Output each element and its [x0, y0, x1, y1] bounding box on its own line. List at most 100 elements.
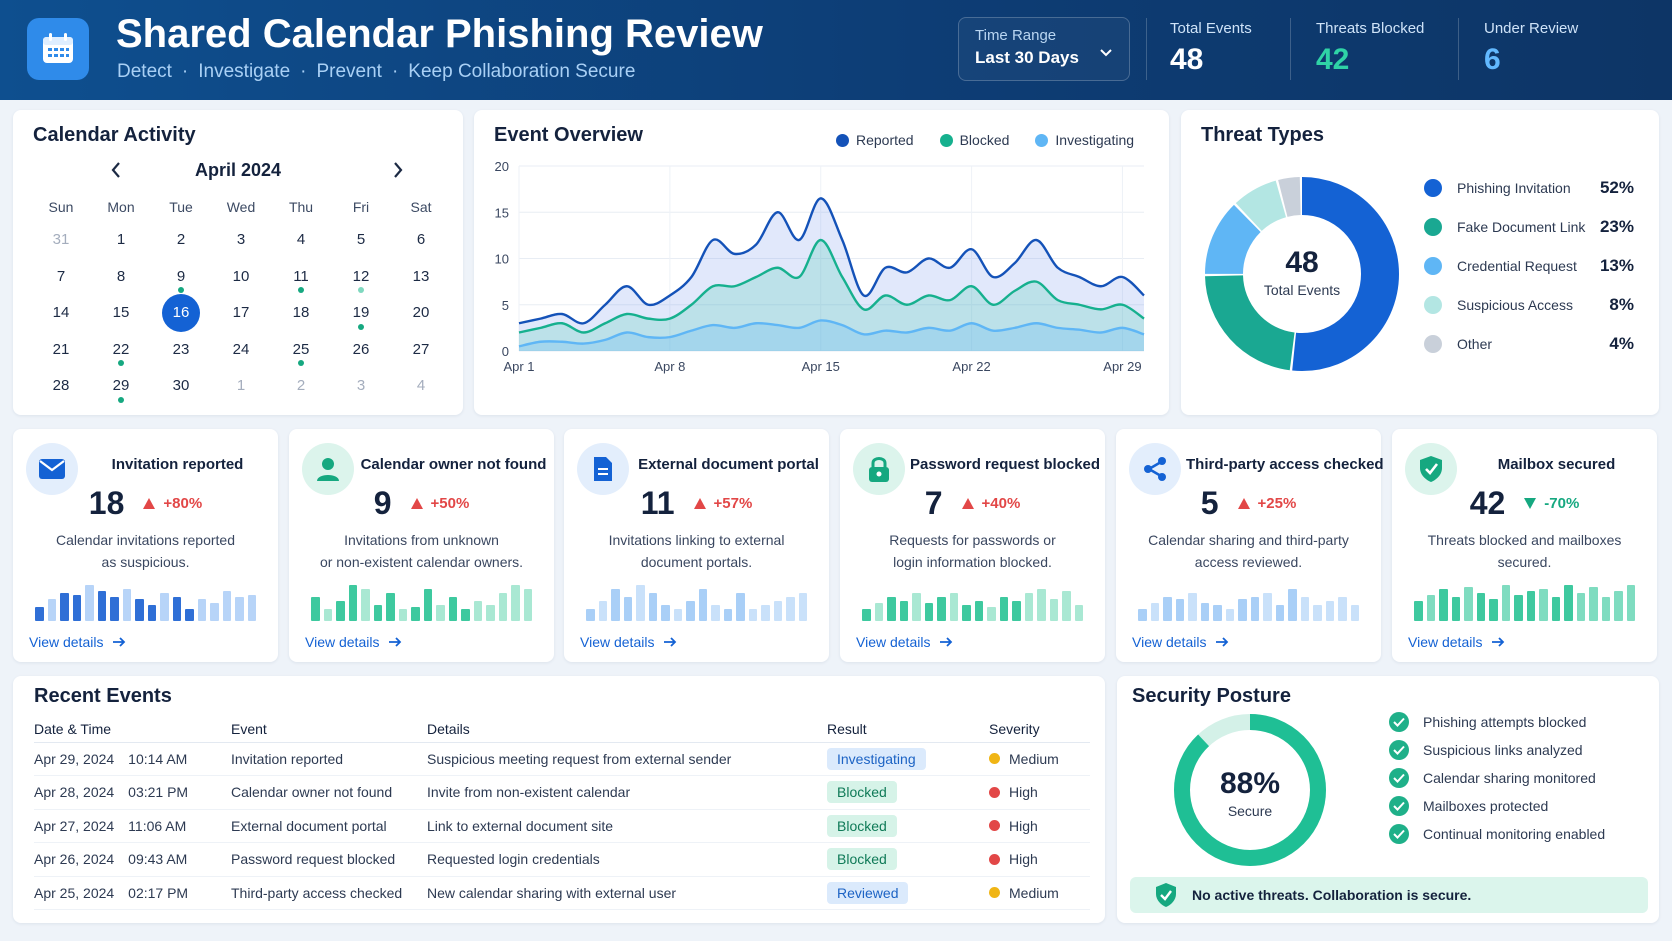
calendar-day[interactable]: 2	[151, 222, 211, 259]
series-line-blocked	[518, 238, 1145, 334]
col-result[interactable]: Result	[827, 716, 989, 743]
posture-check-label: Continual monitoring enabled	[1423, 826, 1606, 842]
calendar-day[interactable]: 17	[211, 295, 271, 332]
threat-type-percent: 23%	[1599, 217, 1634, 236]
calendar-day[interactable]: 29	[91, 368, 151, 405]
view-details-link[interactable]: View details	[305, 634, 402, 650]
calendar-day[interactable]: 3	[211, 222, 271, 259]
metric-card-sparkbars	[862, 581, 1083, 621]
calendar-day[interactable]: 31	[31, 222, 91, 259]
share-icon	[1129, 443, 1181, 495]
calendar-day[interactable]: 21	[31, 332, 91, 369]
calendar-day-number: 3	[236, 231, 246, 248]
calendar-day[interactable]: 13	[391, 259, 451, 296]
donut-center: 48 Total Events	[1252, 246, 1352, 298]
col-event[interactable]: Event	[231, 716, 427, 743]
view-details-link[interactable]: View details	[29, 634, 126, 650]
calendar-panel: Calendar Activity April 2024 Sun Mon Tue We…	[13, 110, 463, 415]
spark-bar	[1564, 585, 1573, 621]
legend-item: Blocked	[939, 132, 1009, 148]
calendar-day[interactable]: 26	[331, 332, 391, 369]
cell-event: Calendar owner not found	[231, 775, 427, 810]
trend-up-icon	[1237, 498, 1250, 509]
calendar-day[interactable]: 23	[151, 332, 211, 369]
view-details-label: View details	[1132, 634, 1207, 650]
spark-bar	[1476, 593, 1485, 621]
table-row[interactable]: Apr 27, 2024 11:06 AM External document po…	[34, 809, 1090, 843]
calendar-day[interactable]: 25	[271, 332, 331, 369]
table-row[interactable]: Apr 26, 2024 09:43 AM Password request blo…	[34, 842, 1090, 877]
calendar-day[interactable]: 6	[391, 222, 451, 259]
view-details-link[interactable]: View details	[856, 634, 953, 650]
donut-slice[interactable]	[1205, 177, 1399, 371]
calendar-day[interactable]: 5	[331, 222, 391, 259]
calendar-day-number: 24	[232, 340, 250, 358]
calendar-day[interactable]: 20	[391, 295, 451, 332]
spark-bar	[1325, 601, 1334, 621]
calendar-day[interactable]: 24	[211, 332, 271, 369]
severity-label: High	[1009, 784, 1038, 800]
result-badge: Reviewed	[827, 881, 909, 904]
view-details-link[interactable]: View details	[1408, 634, 1505, 650]
calendar-day-today[interactable]: 16	[151, 294, 211, 332]
view-details-link[interactable]: View details	[1132, 634, 1229, 650]
col-severity[interactable]: Severity	[989, 716, 1090, 743]
severity-label: High	[1009, 817, 1038, 834]
calendar-day[interactable]: 1	[211, 368, 271, 405]
time-range-select[interactable]: Time Range Last 30 Days	[958, 17, 1130, 81]
metric-card-desc-line: or non-existent calendar owners.	[319, 554, 524, 570]
calendar-day[interactable]: 12	[331, 259, 391, 296]
calendar-day[interactable]: 4	[391, 368, 451, 405]
kpi-under-review: Under Review 6	[1484, 20, 1578, 77]
calendar-day[interactable]: 2	[271, 368, 331, 405]
calendar-day[interactable]: 18	[271, 295, 331, 332]
next-month-button[interactable]	[391, 160, 405, 186]
spark-bar	[1414, 601, 1423, 621]
calendar-day[interactable]: 4	[271, 222, 331, 259]
kpi-value: 42	[1316, 43, 1350, 76]
col-date-time[interactable]: Date & Time	[34, 716, 231, 743]
cell-result: Blocked	[827, 775, 989, 810]
calendar-day[interactable]: 7	[31, 259, 91, 296]
calendar-day[interactable]: 9	[151, 259, 211, 296]
calendar-day[interactable]: 3	[331, 368, 391, 405]
calendar-day-number: 2	[176, 231, 186, 248]
calendar-day-number: 8	[116, 267, 126, 285]
calendar-day[interactable]: 15	[91, 295, 151, 332]
calendar-day[interactable]: 11	[271, 259, 331, 296]
view-details-link[interactable]: View details	[580, 634, 677, 650]
event-time: 09:43 AM	[128, 851, 188, 868]
table-row[interactable]: Apr 29, 2024 10:14 AM Invitation reported S…	[34, 742, 1090, 776]
prev-month-button[interactable]	[109, 160, 123, 186]
area-fill-blocked	[519, 240, 1144, 351]
calendar-day[interactable]: 8	[91, 259, 151, 296]
calendar-day[interactable]: 22	[91, 332, 151, 369]
severity-indicator: Medium	[989, 885, 1059, 901]
calendar-day[interactable]: 28	[31, 368, 91, 405]
table-row[interactable]: Apr 28, 2024 03:21 PM Calendar owner not f…	[34, 775, 1090, 810]
calendar-day-number: 25	[292, 340, 310, 358]
spark-bar	[311, 597, 320, 621]
cell-details: Link to external document site	[427, 809, 827, 843]
metric-card-title: Invitation reported	[111, 456, 244, 473]
calendar-day[interactable]: 27	[391, 332, 451, 369]
spark-bar	[987, 607, 996, 621]
shield-check-icon	[1405, 443, 1457, 495]
metric-card-title: Third-party access checked	[1186, 456, 1384, 473]
arrow-right-icon	[664, 637, 677, 647]
security-posture-title: Security Posture	[1132, 685, 1291, 707]
table-row[interactable]: Apr 25, 2024 02:17 PM Third-party access c…	[34, 876, 1090, 910]
calendar-day[interactable]: 1	[91, 222, 151, 259]
page-subtitle: Detect · Investigate · Prevent · Keep Collabor…	[117, 61, 636, 82]
col-details[interactable]: Details	[427, 716, 827, 743]
metric-card-delta: +25%	[1237, 495, 1296, 512]
calendar-day[interactable]: 19	[331, 295, 391, 332]
donut-center-value: 48	[1285, 246, 1319, 279]
kpi-label: Total Events	[1170, 20, 1252, 37]
spark-bar	[1539, 589, 1548, 621]
calendar-day[interactable]: 10	[211, 259, 271, 296]
metric-card: Third-party access checked 5 +25% Calendar …	[1116, 429, 1384, 662]
calendar-day[interactable]: 14	[31, 295, 91, 332]
calendar-day[interactable]: 30	[151, 368, 211, 405]
spark-bar	[786, 597, 795, 621]
